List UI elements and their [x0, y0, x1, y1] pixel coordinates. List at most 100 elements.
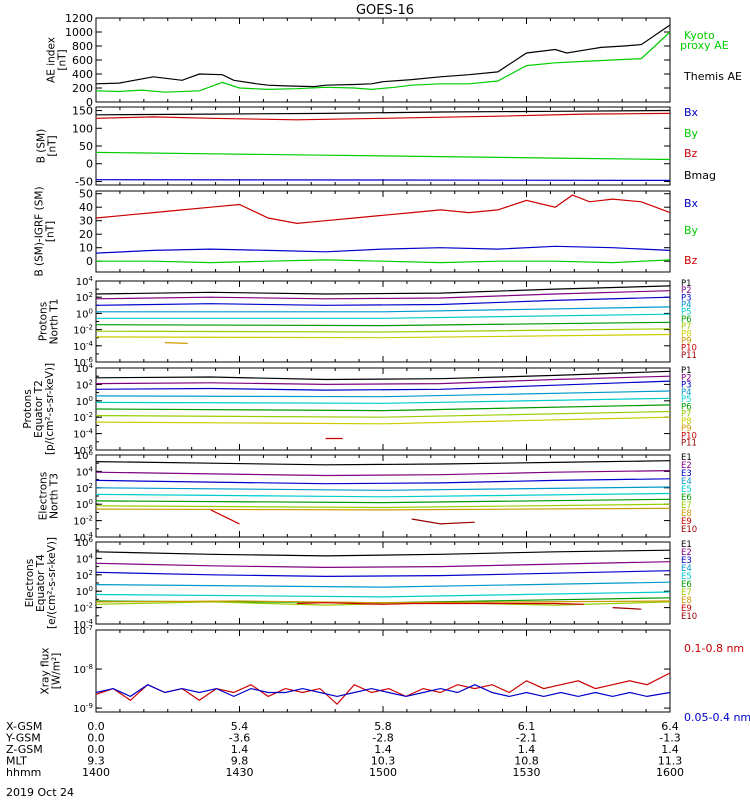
legend-entry: By	[684, 224, 699, 237]
y-tick-label: 0	[86, 255, 93, 268]
axis-row-value: 5.4	[231, 720, 249, 733]
y-tick-label: 100	[76, 395, 93, 408]
series-line-e2	[95, 470, 671, 477]
plot-title: GOES-16	[356, 3, 414, 18]
series-line-e9	[210, 509, 240, 525]
legend-entry: P7	[681, 322, 692, 332]
series-line-e8	[95, 507, 671, 511]
legend-entry: P8	[681, 329, 692, 339]
legend-entry: E9	[681, 517, 692, 527]
panel-7: 106 104 102 100 10-2 10-4 ElectronsEquator T4[…	[24, 536, 697, 631]
legend-entry: E4	[681, 477, 692, 487]
legend-entry: 0.1-0.8 nm	[684, 642, 744, 655]
y-tick-label: 10-4	[73, 531, 93, 544]
series-line-p8	[95, 416, 671, 425]
legend-entry: P3	[681, 293, 692, 303]
series-line-e4	[95, 581, 671, 588]
y-tick-label: 10-2	[73, 324, 93, 337]
axis-row-value: 9.3	[87, 755, 105, 768]
y-tick-label: 10	[79, 242, 93, 255]
axis-row-value: 0.0	[87, 720, 105, 733]
y-tick-label: 102	[76, 378, 93, 391]
legend-entry: P10	[681, 431, 697, 441]
y-tick-label: 10-2	[73, 411, 93, 424]
series-line-p9	[164, 342, 188, 344]
legend-entry: E3	[681, 469, 692, 479]
y-tick-label: 30	[79, 215, 93, 228]
series-line-by	[95, 151, 671, 161]
axis-row-value: 1.4	[518, 743, 536, 756]
y-tick-label: -50	[75, 175, 93, 188]
series-line-bx	[95, 179, 671, 181]
y-tick-label: 400	[72, 68, 93, 81]
series-line-p6	[95, 321, 671, 327]
axis-row-label: MLT	[6, 755, 27, 768]
y-tick-label: 150	[72, 105, 93, 118]
legend-entry: E1	[681, 540, 692, 550]
y-tick-label: 800	[72, 40, 93, 53]
legend-entry: P9	[681, 424, 692, 434]
y-tick-label: 40	[79, 201, 93, 214]
legend-entry: E2	[681, 461, 692, 471]
series-line-0-05-0-4-nm	[95, 684, 671, 698]
y-tick-label: 104	[76, 465, 94, 478]
y-axis-label: Xray flux[W/m²]	[40, 648, 63, 695]
y-tick-label: 0	[86, 96, 93, 109]
panel-5: 104 102 100 10-2 10-4 10-6 ProtonsEquator T2[p…	[22, 362, 697, 457]
y-tick-label: 50	[79, 140, 93, 153]
y-tick-label: 106	[76, 536, 94, 549]
legend-entry: E1	[681, 453, 692, 463]
legend-entry: P1	[681, 279, 692, 289]
legend-entry: P2	[681, 286, 692, 296]
y-tick-label: 102	[76, 482, 93, 495]
legend-entry: Bx	[684, 197, 699, 210]
y-tick-label: 1000	[65, 26, 93, 39]
panel-frame	[95, 190, 671, 273]
legend-entry: P11	[681, 439, 697, 449]
legend-entry: P3	[681, 381, 692, 391]
series-line-p2	[95, 290, 671, 300]
axis-row-value: 10.3	[371, 755, 396, 768]
legend-entry: P5	[681, 395, 692, 405]
series-line-p8	[95, 333, 671, 339]
legend-entry: Bz	[684, 147, 698, 160]
series-line-bmag	[95, 109, 671, 116]
series-line-bx	[95, 245, 671, 254]
y-tick-label: 10-9	[73, 702, 93, 715]
series-line-e7	[95, 503, 671, 509]
legend-entry: P2	[681, 373, 692, 383]
panel-frame	[95, 17, 671, 103]
panel-8: 10-7 10-8 10-9 Xray flux[W/m²] 0.1-0.8 nm 0.0…	[40, 624, 750, 724]
bottom-axis-table: X-GSM 0.0 5.4 5.8 6.1 6.4 Y-GSM 0.0 -3.6 -2.8 -2.1…	[5, 720, 684, 779]
series-line-e2	[95, 561, 671, 569]
series-line-by	[96, 259, 671, 264]
series-line-e6	[95, 498, 671, 504]
legend-entry: E5	[681, 572, 692, 582]
axis-row-value: 1530	[513, 766, 541, 779]
y-tick-label: 100	[76, 585, 93, 598]
axis-row-label: X-GSM	[6, 720, 42, 733]
series-line-themis-ae	[95, 24, 671, 88]
y-tick-label: 102	[76, 291, 93, 304]
y-axis-label: B (SM)[nT]	[36, 129, 59, 163]
y-tick-label: 10-6	[73, 356, 93, 369]
legend-entry: Themis AE	[683, 70, 742, 83]
series-line-p1	[95, 370, 671, 381]
y-tick-label: 100	[76, 498, 93, 511]
legend-entry: proxy AE	[680, 39, 729, 52]
axis-row-label: Z-GSM	[6, 743, 43, 756]
legend-entry: P1	[681, 366, 692, 376]
series-line-bz	[95, 194, 671, 225]
axis-row-value: 0.0	[87, 732, 105, 745]
legend-entry: Bx	[684, 106, 699, 119]
series-line-e1	[95, 549, 671, 557]
legend-entry: P7	[681, 410, 692, 420]
series-line-p7	[95, 410, 671, 418]
legend-entry: 0.05-0.4 nm	[684, 711, 750, 724]
axis-row-value: -2.1	[516, 732, 537, 745]
legend-entry: P4	[681, 301, 692, 311]
series-line-e8	[95, 600, 671, 604]
